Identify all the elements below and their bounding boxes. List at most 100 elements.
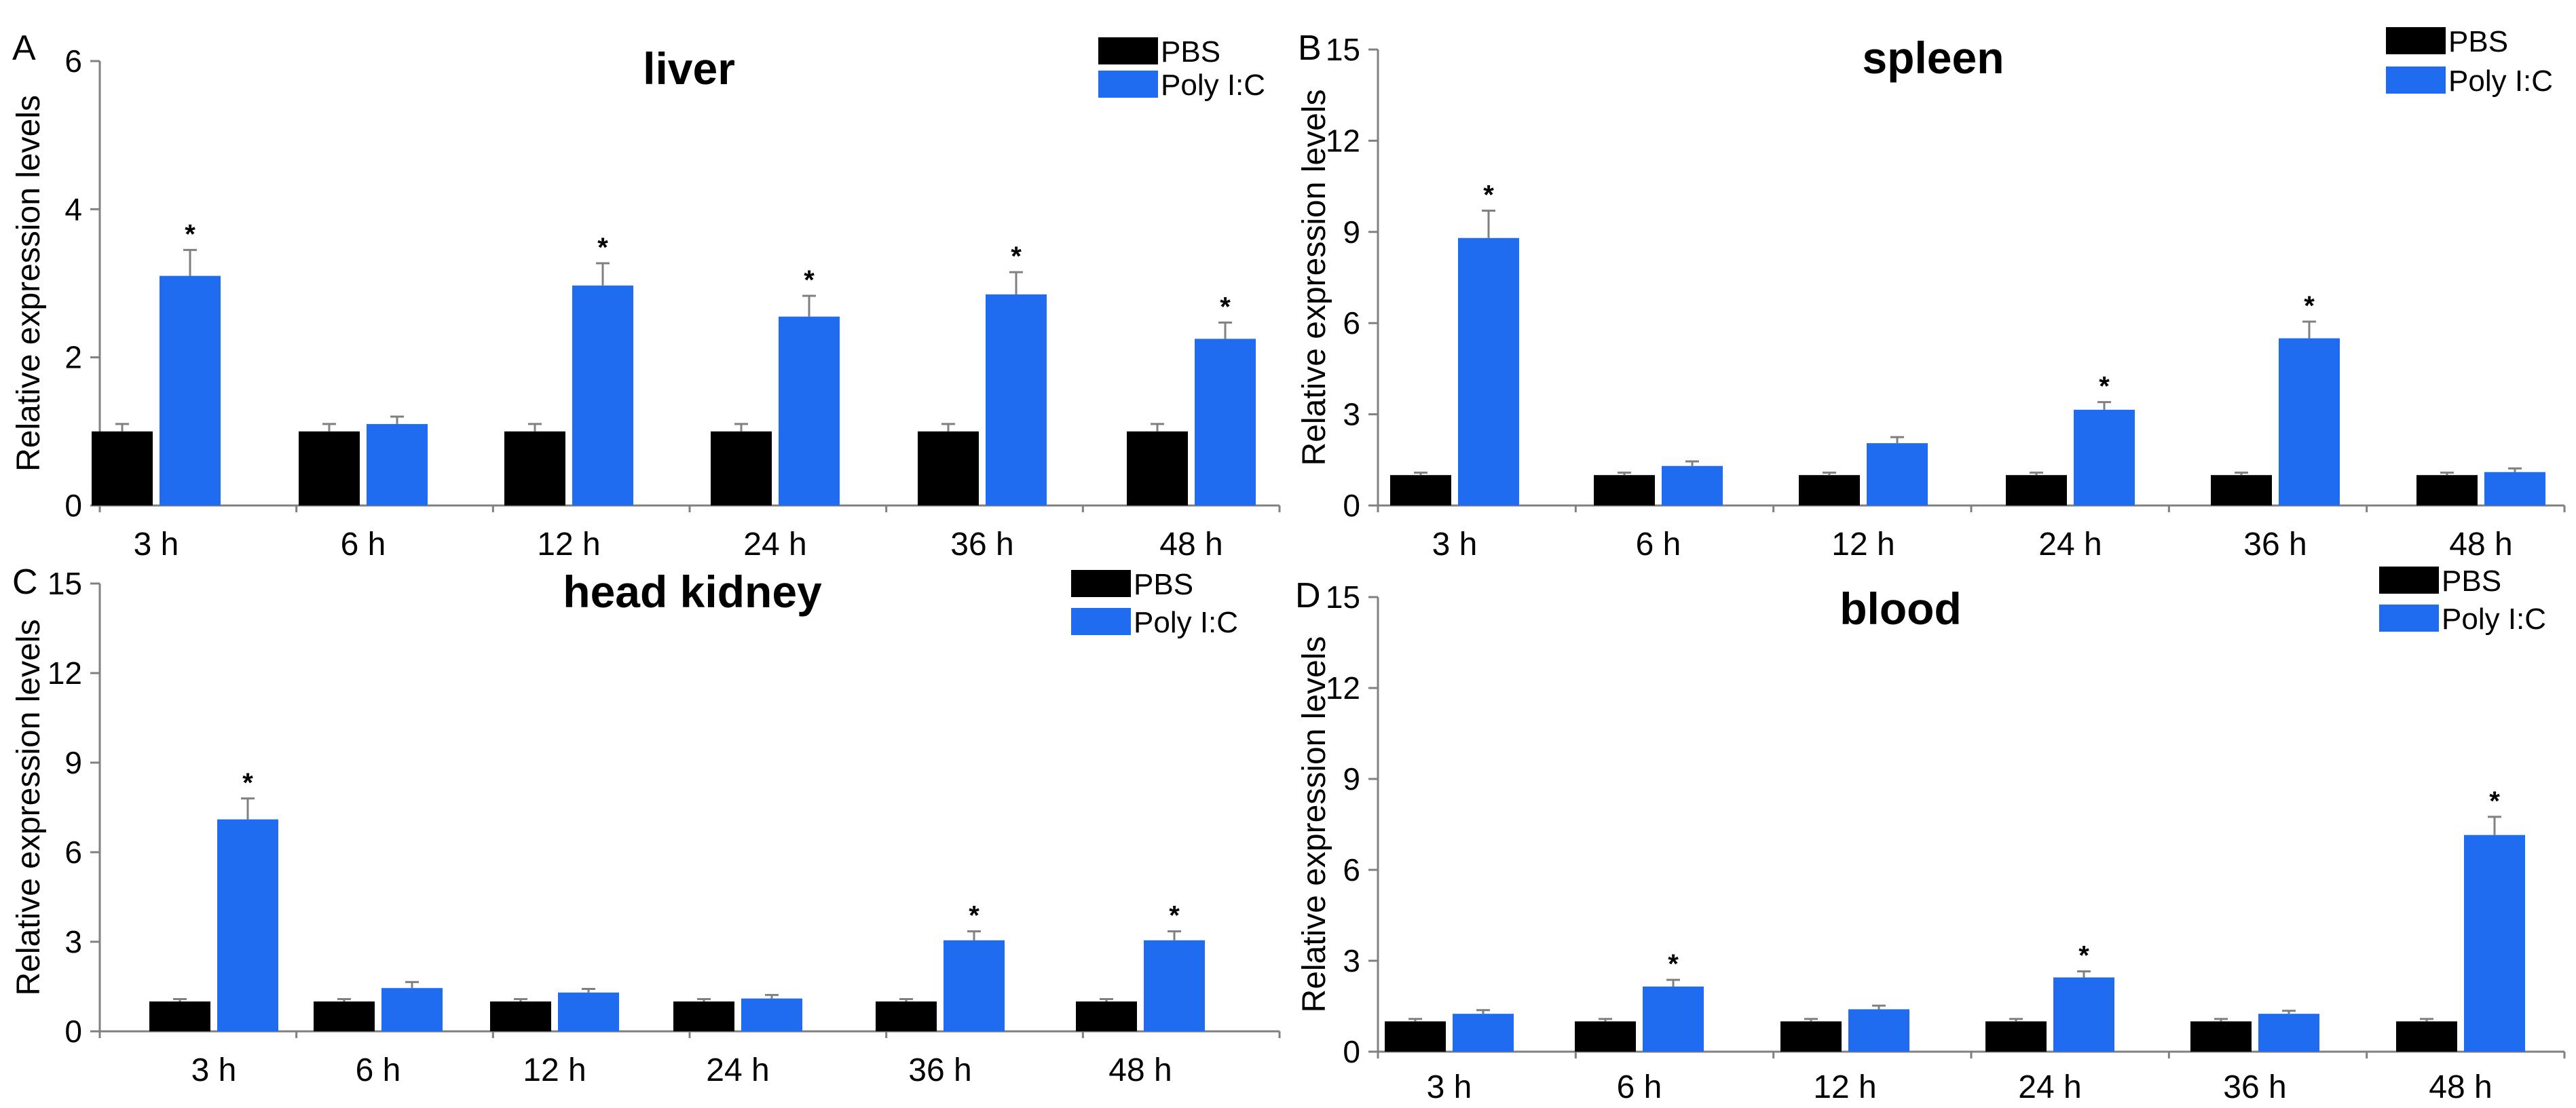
bar-polyic: [367, 423, 428, 505]
significance-star: *: [1220, 292, 1231, 322]
bar-pbs: [711, 431, 772, 505]
bar-pbs: [2190, 1021, 2252, 1052]
x-tick-label: 36 h: [2243, 527, 2307, 562]
bar-polyic: [381, 988, 443, 1031]
x-tick-label: 12 h: [1831, 527, 1894, 562]
y-tick-label: 6: [64, 835, 82, 870]
legend-label-pbs: PBS: [2442, 565, 2501, 598]
y-tick-label: 0: [64, 488, 82, 523]
x-tick-label: 3 h: [134, 527, 179, 562]
bar-polyic: [944, 940, 1005, 1031]
y-tick-label: 6: [64, 43, 82, 79]
y-tick-label: 0: [64, 1014, 82, 1049]
x-tick-label: 48 h: [2449, 527, 2512, 562]
legend-label-polyic: Poly I:C: [2448, 64, 2553, 98]
bar-polyic: [2053, 977, 2114, 1052]
legend-swatch-polyic: [1071, 608, 1131, 635]
x-tick-label: 48 h: [2429, 1069, 2492, 1105]
bar-pbs: [299, 431, 360, 505]
x-tick-label: 12 h: [1813, 1069, 1876, 1105]
x-tick-label: 24 h: [706, 1052, 769, 1088]
chart-title: head kidney: [563, 567, 822, 617]
bar-polyic: [217, 819, 278, 1031]
bar-pbs: [918, 431, 979, 505]
x-tick-label: 36 h: [2223, 1069, 2286, 1105]
x-tick-label: 24 h: [743, 527, 806, 562]
x-tick-label: 12 h: [537, 527, 600, 562]
bar-pbs: [1985, 1021, 2047, 1052]
legend-label-pbs: PBS: [1134, 568, 1193, 601]
legend-swatch-polyic: [2386, 66, 2446, 94]
y-tick-label: 4: [64, 191, 82, 227]
y-tick-label: 12: [1326, 123, 1360, 158]
x-tick-label: 24 h: [2038, 527, 2102, 562]
bar-pbs: [1127, 431, 1188, 505]
bar-pbs: [1799, 475, 1860, 505]
legend-swatch-pbs: [1098, 37, 1158, 64]
x-tick-label: 48 h: [1108, 1052, 1172, 1088]
y-tick-label: 2: [64, 340, 82, 375]
legend-swatch-pbs: [2379, 567, 2439, 594]
y-tick-label: 15: [1326, 579, 1360, 615]
legend-swatch-polyic: [2379, 605, 2439, 632]
significance-star: *: [1169, 901, 1180, 931]
legend-swatch-pbs: [2386, 27, 2446, 54]
legend-label-polyic: Poly I:C: [1161, 69, 1265, 102]
legend: PBS Poly I:C: [2386, 25, 2553, 98]
y-axis-label: Relative expression levels: [1296, 90, 1332, 466]
bar-polyic: [741, 998, 802, 1031]
y-tick-label: 15: [48, 566, 82, 601]
significance-star: *: [185, 219, 195, 249]
bar-polyic: [2484, 472, 2545, 505]
y-tick-label: 9: [64, 745, 82, 780]
bar-polyic: [572, 285, 633, 505]
y-axis-label: Relative expression levels: [1296, 636, 1332, 1013]
bar-pbs: [2211, 475, 2272, 505]
bar-pbs: [1390, 475, 1451, 505]
significance-star: *: [242, 768, 253, 798]
bar-pbs: [149, 1001, 210, 1031]
panel-letter: B: [1298, 28, 1322, 68]
legend-label-pbs: PBS: [1161, 35, 1220, 69]
x-tick-label: 48 h: [1159, 527, 1222, 562]
bar-pbs: [504, 431, 565, 505]
x-tick-label: 3 h: [1427, 1069, 1472, 1105]
y-axis-label: Relative expression levels: [11, 619, 47, 996]
bar-polyic: [2279, 338, 2340, 505]
y-tick-label: 0: [1343, 488, 1360, 523]
chart-title: blood: [1840, 584, 1962, 634]
x-tick-label: 6 h: [341, 527, 386, 562]
legend-swatch-polyic: [1098, 71, 1158, 98]
y-tick-label: 15: [1326, 32, 1360, 67]
x-tick-label: 36 h: [950, 527, 1013, 562]
bar-polyic: [1662, 465, 1723, 505]
panel-letter: A: [12, 28, 36, 68]
bar-polyic: [1867, 443, 1928, 505]
bar-polyic: [1453, 1014, 1514, 1052]
y-tick-label: 12: [48, 655, 82, 691]
legend-label-pbs: PBS: [2448, 25, 2508, 58]
x-tick-label: 24 h: [2018, 1069, 2081, 1105]
significance-star: *: [2304, 291, 2315, 321]
x-tick-label: 3 h: [1432, 527, 1478, 562]
panel-letter: D: [1295, 576, 1321, 615]
significance-star: *: [1668, 949, 1679, 979]
x-tick-label: 6 h: [1636, 527, 1681, 562]
y-axis-label: Relative expression levels: [11, 95, 47, 472]
x-tick-label: 3 h: [191, 1052, 237, 1088]
bar-pbs: [2006, 475, 2067, 505]
bar-polyic: [2074, 409, 2135, 505]
y-tick-label: 6: [1343, 852, 1360, 887]
x-tick-label: 12 h: [523, 1052, 586, 1088]
bar-polyic: [1458, 237, 1519, 505]
bar-polyic: [1144, 940, 1205, 1031]
bar-polyic: [1195, 339, 1256, 505]
significance-star: *: [2099, 372, 2110, 402]
bar-pbs: [490, 1001, 551, 1031]
